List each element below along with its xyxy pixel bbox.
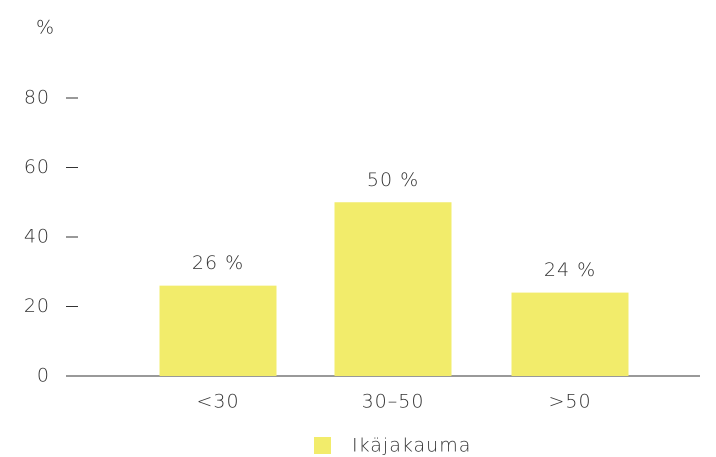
x-tick-label: <30 (196, 391, 239, 413)
y-tick-label: 20 (24, 295, 50, 317)
data-label: 50 % (367, 169, 419, 191)
bar (159, 285, 277, 376)
y-tick-label: 40 (24, 226, 50, 248)
y-tick-label: 60 (24, 156, 50, 178)
legend-label: Ikäjakauma (352, 435, 471, 457)
data-label: 24 % (544, 259, 596, 281)
x-tick-label: >50 (548, 391, 591, 413)
y-tick-label: 0 (37, 365, 50, 387)
y-tick-label: 80 (24, 87, 50, 109)
bar (334, 202, 452, 376)
y-axis-label: % (36, 17, 55, 39)
legend-swatch (314, 437, 331, 454)
data-label: 26 % (192, 252, 244, 274)
x-tick-label: 30–50 (362, 391, 425, 413)
bar (511, 292, 629, 376)
